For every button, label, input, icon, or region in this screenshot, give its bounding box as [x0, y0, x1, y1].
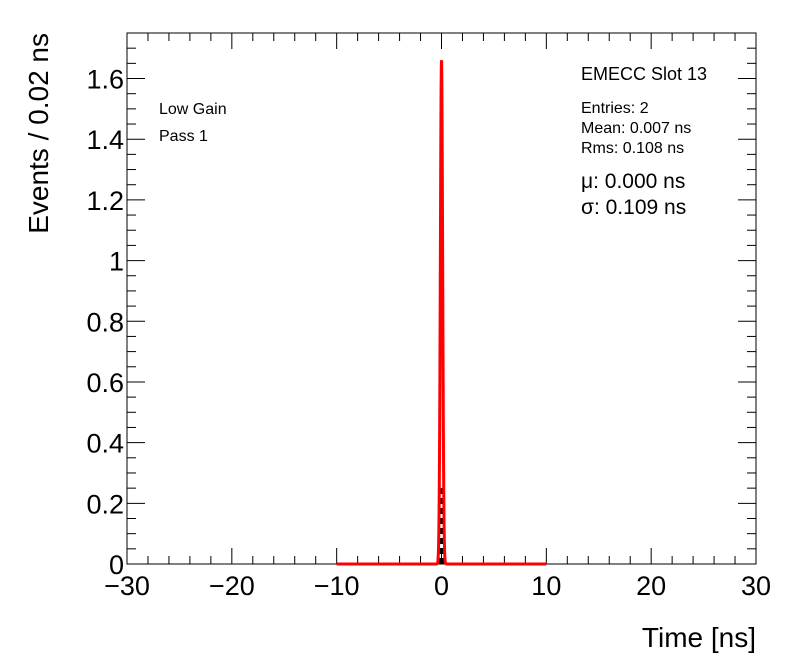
y-tick-label: 1.6 — [86, 65, 124, 95]
x-axis-title: Time [ns] — [642, 622, 756, 653]
stats-rms: Rms: 0.108 ns — [581, 140, 684, 157]
gain-label: Low Gain — [159, 101, 227, 118]
fit-curve — [336, 60, 547, 566]
y-tick-label: 0.6 — [86, 368, 124, 398]
y-tick-label: 0 — [109, 550, 124, 580]
y-tick-label: 1 — [109, 247, 124, 277]
stats-entries: Entries: 2 — [581, 100, 649, 117]
stats-mean: Mean: 0.007 ns — [581, 120, 691, 137]
x-tick-label: 10 — [531, 571, 561, 601]
y-tick-label: 0.2 — [86, 489, 124, 519]
x-tick-label: 30 — [741, 571, 771, 601]
x-tick-label: −10 — [314, 571, 360, 601]
pass-label: Pass 1 — [159, 128, 208, 145]
y-tick-label: 0.4 — [86, 429, 124, 459]
stats-title: EMECC Slot 13 — [581, 64, 707, 84]
y-axis-title: Events / 0.02 ns — [23, 33, 54, 234]
x-tick-label: 0 — [434, 571, 449, 601]
x-tick-label: −30 — [104, 571, 150, 601]
y-tick-label: 1.2 — [86, 186, 124, 216]
y-tick-label: 1.4 — [86, 125, 124, 155]
x-tick-label: 20 — [636, 571, 666, 601]
y-tick-label: 0.8 — [86, 307, 124, 337]
axes: −30 −20 −10 0 10 20 30 0 0.2 0.4 0.6 0.8 1 1.2 1.4 1.6 — [86, 32, 771, 601]
fit-sigma: σ: 0.109 ns — [581, 196, 686, 219]
fit-mu: μ: 0.000 ns — [581, 170, 685, 193]
plot-area — [336, 60, 547, 566]
x-tick-label: −20 — [209, 571, 255, 601]
